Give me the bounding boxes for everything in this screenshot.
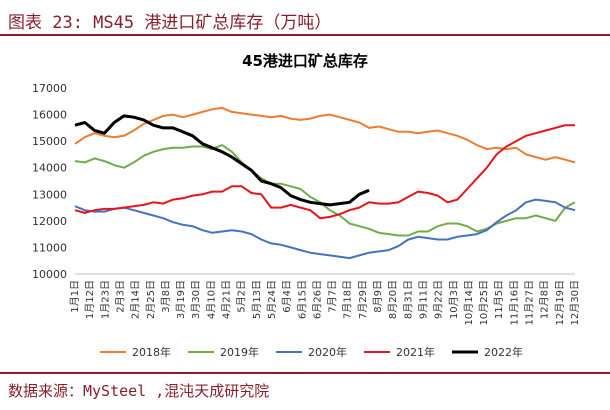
y-axis: 10000 11000 12000 13000 14000 15000 16000 17000 [32,82,67,281]
y-tick-label: 10000 [32,268,67,281]
x-tick-label: 1月12日 [84,280,96,319]
footer-divider [0,372,610,374]
x-tick-label: 8月31日 [402,280,414,319]
y-tick-label: 14000 [32,162,67,175]
source-note: 数据来源：MySteel ,混沌天成研究院 [8,382,270,400]
x-tick-label: 10月25日 [478,280,490,325]
legend-label: 2021年 [396,345,435,359]
legend-label: 2019年 [220,345,259,359]
x-tick-label: 5月13日 [251,280,263,319]
x-tick-label: 5月2日 [236,280,248,313]
chart-title: 45港进口矿总库存 [242,52,368,70]
x-tick-label: 12月19日 [554,280,566,325]
x-tick-label: 7月7日 [327,280,339,313]
x-tick-label: 10月14日 [463,280,475,325]
y-tick-label: 15000 [32,135,67,148]
x-tick-label: 9月22日 [433,280,445,319]
x-tick-label: 2月14日 [130,280,142,319]
x-tick-label: 12月30日 [569,280,581,325]
x-tick-label: 2月25日 [145,280,157,319]
x-tick-label: 11月5日 [493,280,505,319]
inventory-line-chart: 45港进口矿总库存 10000 11000 12000 13000 14000 15000… [0,36,610,370]
x-tick-label: 11月16日 [508,280,520,325]
y-tick-label: 12000 [32,215,67,228]
series-lines [74,106,576,260]
x-tick-label: 6月15日 [296,280,308,319]
y-tick-label: 11000 [32,241,67,254]
chart-container: 45港进口矿总库存 10000 11000 12000 13000 14000 15000… [0,36,610,370]
x-tick-label: 3月19日 [175,280,187,319]
series-line-2018年 [74,106,576,164]
legend-label: 2018年 [132,345,171,359]
x-tick-label: 8月9日 [372,280,384,313]
figure-header: 图表 23: MS45 港进口矿总库存（万吨） [0,0,610,36]
x-tick-label: 5月24日 [266,280,278,319]
y-tick-label: 17000 [32,82,67,95]
legend-label: 2020年 [308,345,347,359]
x-tick-label: 11月27日 [524,280,536,325]
x-tick-label: 10月3日 [448,280,460,319]
series-line-2021年 [74,124,575,220]
x-tick-label: 1月23日 [99,280,111,319]
x-tick-label: 1月1日 [69,280,81,313]
x-tick-label: 4月10日 [205,280,217,319]
x-tick-label: 7月18日 [342,280,354,319]
series-line-2020年 [74,198,576,260]
y-tick-label: 13000 [32,188,67,201]
x-tick-label: 6月26日 [311,280,323,319]
x-axis: 1月1日 1月12日 1月23日 2月3日 2月14日 2月25日 3月8日 3月19日 3月3… [69,273,581,325]
chart-background [0,36,610,370]
legend-label: 2022年 [484,345,523,359]
x-tick-label: 9月11日 [417,280,429,319]
header-divider [0,34,610,36]
series-line-2022年 [74,114,370,207]
x-tick-label: 8月20日 [387,280,399,319]
x-tick-label: 3月8日 [160,280,172,313]
x-tick-label: 2月3日 [114,280,126,313]
x-tick-label: 12月8日 [539,280,551,319]
x-tick-label: 6月4日 [281,280,293,313]
x-tick-label: 7月29日 [357,280,369,319]
x-tick-label: 4月21日 [221,280,233,319]
y-tick-label: 16000 [32,109,67,122]
figure-caption: 图表 23: MS45 港进口矿总库存（万吨） [8,13,332,33]
legend: 2018年 2019年 2020年 2021年 2022年 [100,345,523,359]
x-tick-label: 3月30日 [190,280,202,319]
